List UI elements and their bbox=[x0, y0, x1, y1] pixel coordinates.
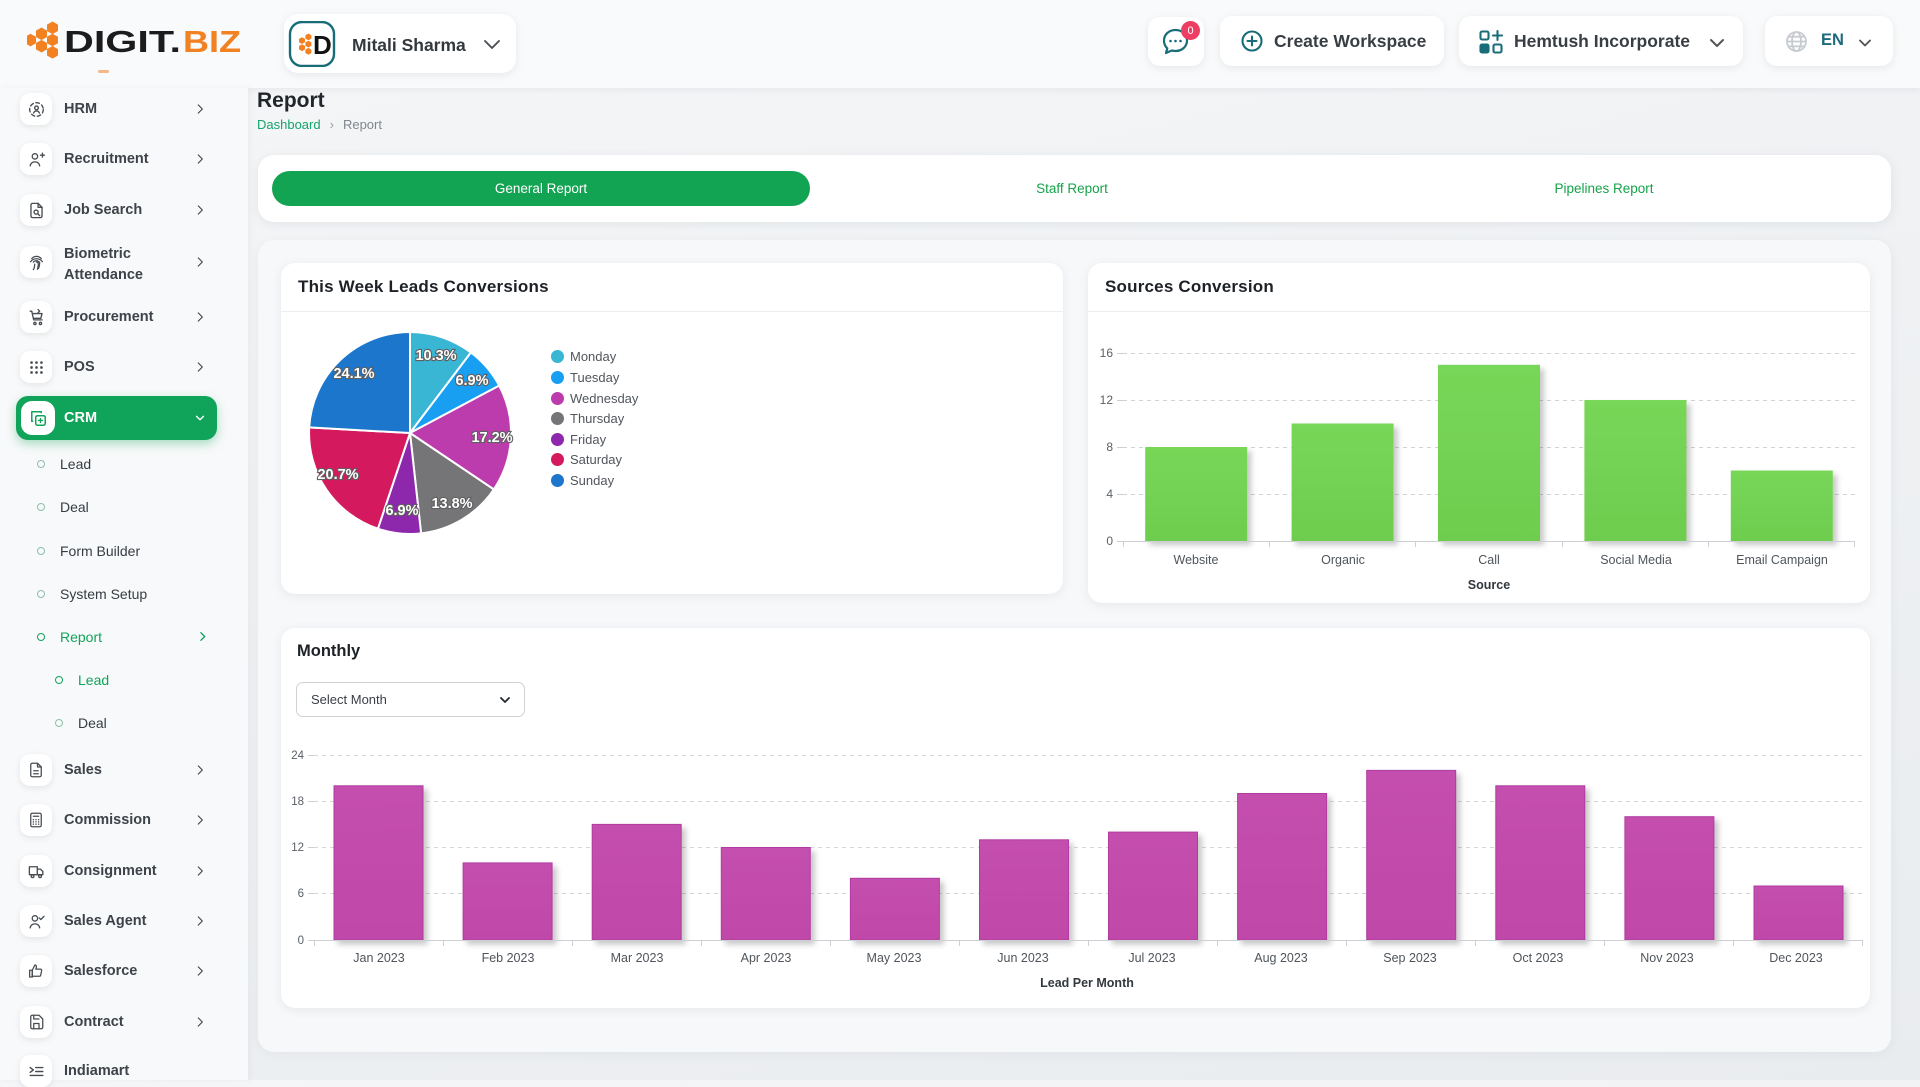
svg-text:Source: Source bbox=[1468, 578, 1510, 592]
svg-text:Feb 2023: Feb 2023 bbox=[482, 951, 535, 965]
svg-text:Apr 2023: Apr 2023 bbox=[741, 951, 792, 965]
svg-text:8: 8 bbox=[1106, 440, 1113, 454]
svg-text:Mar 2023: Mar 2023 bbox=[611, 951, 664, 965]
svg-text:Mitali Sharma: Mitali Sharma bbox=[352, 35, 466, 55]
svg-text:6: 6 bbox=[298, 888, 304, 900]
svg-text:Website: Website bbox=[1174, 553, 1219, 567]
svg-text:Organic: Organic bbox=[1321, 553, 1365, 567]
svg-text:0: 0 bbox=[1106, 534, 1113, 548]
svg-text:Nov 2023: Nov 2023 bbox=[1640, 951, 1694, 965]
svg-text:Jun 2023: Jun 2023 bbox=[997, 951, 1048, 965]
svg-text:20.7%: 20.7% bbox=[317, 467, 358, 483]
svg-text:Social Media: Social Media bbox=[1600, 553, 1672, 567]
svg-text:D: D bbox=[313, 30, 332, 60]
svg-text:4: 4 bbox=[1106, 487, 1113, 501]
svg-text:DIGIT.: DIGIT. bbox=[64, 24, 181, 59]
svg-text:Lead Per Month: Lead Per Month bbox=[1040, 976, 1134, 990]
svg-text:24.1%: 24.1% bbox=[333, 366, 374, 382]
svg-text:Jan 2023: Jan 2023 bbox=[353, 951, 404, 965]
svg-text:24: 24 bbox=[291, 750, 304, 762]
svg-text:18: 18 bbox=[291, 796, 304, 808]
svg-text:Dec 2023: Dec 2023 bbox=[1769, 951, 1823, 965]
svg-text:Email Campaign: Email Campaign bbox=[1736, 553, 1828, 567]
svg-text:Sep 2023: Sep 2023 bbox=[1383, 951, 1437, 965]
svg-text:12: 12 bbox=[1100, 393, 1114, 407]
svg-text:10.3%: 10.3% bbox=[415, 348, 456, 364]
svg-text:Call: Call bbox=[1478, 553, 1500, 567]
svg-text:BIZ: BIZ bbox=[183, 24, 241, 59]
svg-text:Oct 2023: Oct 2023 bbox=[1513, 951, 1564, 965]
svg-text:May 2023: May 2023 bbox=[867, 951, 922, 965]
svg-text:6.9%: 6.9% bbox=[385, 503, 418, 519]
svg-text:0: 0 bbox=[298, 935, 304, 947]
svg-text:6.9%: 6.9% bbox=[455, 373, 488, 389]
svg-text:Aug 2023: Aug 2023 bbox=[1254, 951, 1308, 965]
svg-text:Jul 2023: Jul 2023 bbox=[1128, 951, 1175, 965]
svg-text:17.2%: 17.2% bbox=[471, 430, 512, 446]
svg-text:16: 16 bbox=[1100, 346, 1114, 360]
svg-text:12: 12 bbox=[291, 842, 304, 854]
svg-text:13.8%: 13.8% bbox=[431, 496, 472, 512]
